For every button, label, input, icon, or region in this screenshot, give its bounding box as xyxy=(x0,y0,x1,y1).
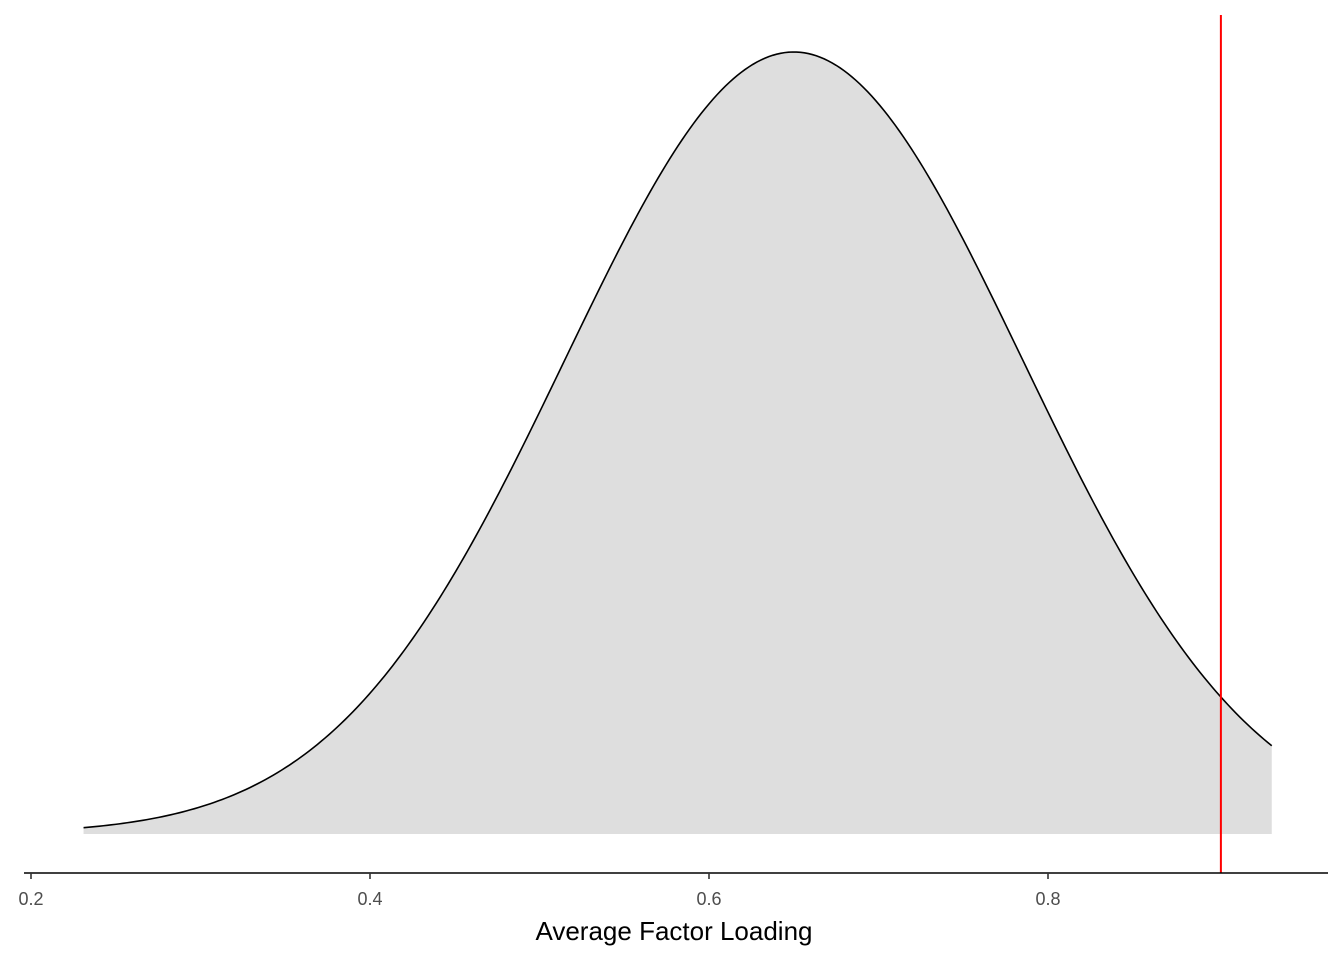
x-tick-label: 0.6 xyxy=(696,889,721,909)
x-tick-label: 0.2 xyxy=(18,889,43,909)
x-tick-label: 0.8 xyxy=(1035,889,1060,909)
x-tick-label: 0.4 xyxy=(357,889,382,909)
x-axis-title: Average Factor Loading xyxy=(535,916,812,946)
x-axis: 0.2 0.4 0.6 0.8 xyxy=(18,872,1328,909)
plot-area xyxy=(83,15,1273,873)
density-curve xyxy=(83,51,1273,829)
density-area xyxy=(83,52,1272,834)
